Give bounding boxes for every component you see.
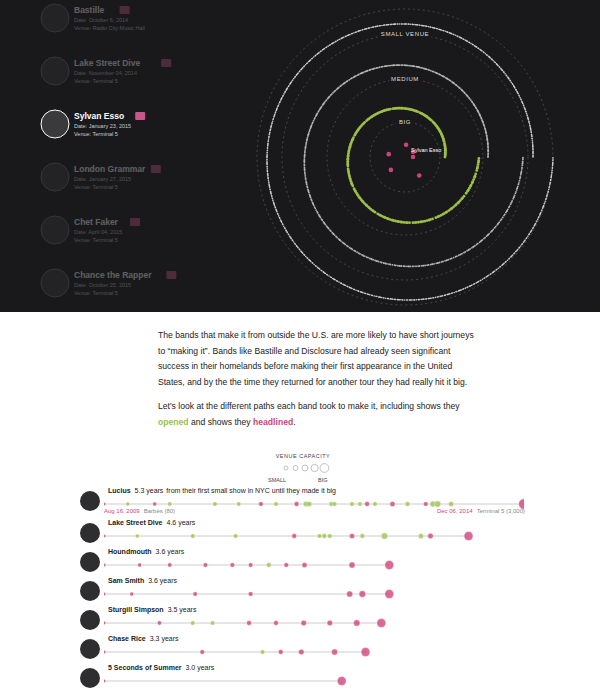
svg-text:Venue: Terminal 5: Venue: Terminal 5 [74, 78, 118, 84]
html-text:Let's look at the different pa: Let's look at the different paths each b… [158, 401, 460, 411]
html-text:5 Seconds of Summer: 5 Seconds of Summer [108, 664, 182, 671]
html-text:Houndmouth: Houndmouth [108, 548, 152, 555]
svg-text:SMALL VENUE: SMALL VENUE [381, 31, 429, 37]
html-text:Lake Street Dive: Lake Street Dive [108, 519, 163, 526]
svg-text:SMALL: SMALL [268, 477, 286, 483]
svg-text:BIG: BIG [318, 477, 327, 483]
svg-text:Venue: Terminal 5: Venue: Terminal 5 [74, 184, 118, 190]
svg-text:Chet Faker: Chet Faker [74, 217, 119, 227]
html-text:Sturgill Simpson: Sturgill Simpson [108, 606, 164, 613]
html-text:Barbès (80): Barbès (80) [143, 508, 176, 514]
svg-text:Venue: Terminal 5: Venue: Terminal 5 [74, 237, 118, 243]
svg-text:Date: January 23, 2015: Date: January 23, 2015 [74, 123, 131, 129]
svg-text:London Grammar: London Grammar [74, 164, 146, 174]
html-text:Sam Smith: Sam Smith [108, 577, 145, 584]
svg-text:Venue: Terminal 5: Venue: Terminal 5 [74, 131, 118, 137]
html-text:Terminal 5 (3,000): Terminal 5 (3,000) [476, 508, 525, 514]
html-text:3.3 years: 3.3 years [149, 635, 179, 642]
html-text:The bands that make it from ou: The bands that make it from outside the … [158, 330, 474, 387]
html-text:Aug 16, 2009: Aug 16, 2009 [104, 508, 140, 514]
html-text:3.6 years: 3.6 years [148, 577, 177, 584]
svg-text:Venue: Radio City Music Hall: Venue: Radio City Music Hall [74, 25, 145, 31]
svg-text:Chance the Rapper: Chance the Rapper [74, 270, 152, 280]
svg-text:Venue: Terminal 5: Venue: Terminal 5 [74, 290, 118, 296]
svg-text:VENUE CAPACITY: VENUE CAPACITY [276, 453, 331, 459]
svg-text:Sylvan Esso: Sylvan Esso [74, 111, 124, 121]
svg-text:Date: October 6, 2014: Date: October 6, 2014 [74, 17, 128, 23]
svg-text:Sylvan Esso: Sylvan Esso [411, 147, 441, 153]
html-text:opened and shows they headline: opened and shows they headlined. [158, 416, 296, 427]
svg-text:BIG: BIG [399, 119, 411, 125]
svg-text:Bastille: Bastille [74, 5, 105, 15]
html-text:3.6 years: 3.6 years [155, 548, 185, 555]
html-text:5.3 years from their first sma: 5.3 years from their first small show in… [134, 487, 336, 494]
svg-text:Date: October 25, 2015: Date: October 25, 2015 [74, 282, 131, 288]
svg-text:Date: November 04, 2014: Date: November 04, 2014 [74, 70, 137, 76]
svg-text:Lake Street Dive: Lake Street Dive [74, 58, 140, 68]
html-text:Lucius: Lucius [108, 487, 131, 494]
html-text:Dec 06, 2014: Dec 06, 2014 [436, 508, 473, 514]
html-text:Chase Rice: Chase Rice [108, 635, 146, 642]
svg-text:Date: January 27, 2015: Date: January 27, 2015 [74, 176, 131, 182]
html-text:3.5 years: 3.5 years [167, 606, 197, 613]
svg-text:Date: April 04, 2015: Date: April 04, 2015 [74, 229, 122, 235]
html-text:3.0 years: 3.0 years [185, 664, 215, 671]
html-text:4.6 years: 4.6 years [166, 519, 196, 526]
svg-text:MEDIUM: MEDIUM [391, 76, 419, 82]
